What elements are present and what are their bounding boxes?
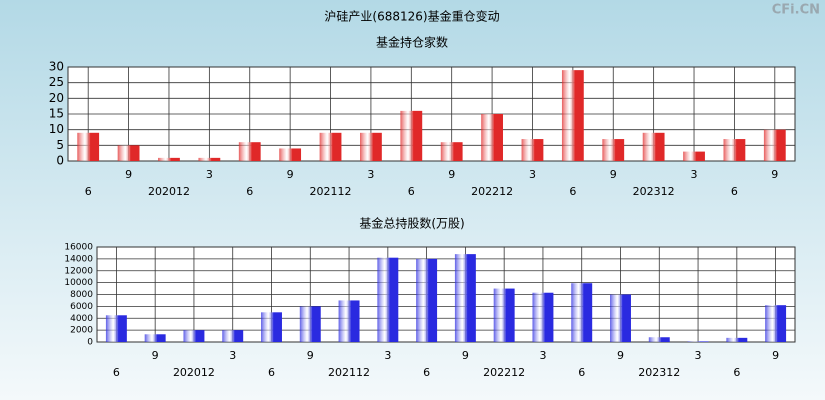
subchart-title: 基金持仓家数 <box>376 35 448 50</box>
bar <box>571 283 593 342</box>
bar <box>400 110 423 161</box>
bar <box>198 157 221 161</box>
bar <box>642 132 665 161</box>
bar <box>319 132 342 161</box>
y-tick-label: 5 <box>56 138 64 152</box>
bar <box>561 70 584 161</box>
bar <box>279 148 302 161</box>
y-tick-label: 6000 <box>70 302 93 312</box>
x-tick-label: 202212 <box>483 366 525 379</box>
bar <box>648 337 670 342</box>
x-tick-label: 3 <box>206 168 213 181</box>
y-tick-label: 10000 <box>64 278 93 288</box>
y-tick-label: 12000 <box>64 266 93 276</box>
bar <box>440 142 463 161</box>
chart-title: 沪硅产业(688126)基金重仓变动 <box>324 9 499 24</box>
x-tick-label: 6 <box>268 366 275 379</box>
bar <box>602 139 625 161</box>
x-tick-label: 6 <box>246 185 253 198</box>
x-tick-label: 9 <box>772 349 779 362</box>
x-tick-label: 202112 <box>328 366 370 379</box>
x-tick-label: 3 <box>539 349 546 362</box>
x-tick-label: 3 <box>367 168 374 181</box>
x-tick-label: 6 <box>733 366 740 379</box>
bar <box>377 257 399 342</box>
x-tick-label: 9 <box>125 168 132 181</box>
y-tick-label: 8000 <box>70 290 93 300</box>
bar <box>683 151 705 161</box>
y-tick-label: 30 <box>49 60 64 74</box>
bar <box>144 334 166 342</box>
bar <box>763 129 786 161</box>
x-tick-label: 9 <box>287 168 294 181</box>
bar <box>183 330 205 342</box>
x-tick-label: 6 <box>113 366 120 379</box>
x-tick-label: 202212 <box>471 185 513 198</box>
x-tick-label: 202012 <box>173 366 215 379</box>
x-tick-label: 202312 <box>633 185 675 198</box>
bar <box>77 132 100 161</box>
bar <box>493 288 515 342</box>
x-tick-label: 3 <box>384 349 391 362</box>
bar <box>723 139 746 161</box>
x-tick-label: 3 <box>691 168 698 181</box>
y-tick-label: 0 <box>56 154 64 168</box>
x-tick-label: 3 <box>529 168 536 181</box>
bar <box>726 337 748 342</box>
bar <box>454 254 476 342</box>
x-tick-label: 9 <box>617 349 624 362</box>
bar <box>765 305 787 342</box>
x-tick-label: 6 <box>408 185 415 198</box>
watermark: CFi.CN <box>772 3 820 18</box>
y-tick-label: 25 <box>49 75 64 89</box>
bar <box>238 142 261 161</box>
bar <box>222 330 244 342</box>
x-tick-label: 3 <box>695 349 702 362</box>
bar <box>299 306 321 342</box>
y-tick-label: 10 <box>49 122 64 136</box>
x-tick-label: 9 <box>462 349 469 362</box>
bar <box>610 294 631 342</box>
bar <box>338 300 360 342</box>
x-tick-label: 9 <box>307 349 314 362</box>
bar <box>481 114 503 161</box>
bar <box>532 292 554 342</box>
x-tick-label: 9 <box>610 168 617 181</box>
x-tick-label: 202112 <box>310 185 352 198</box>
y-tick-label: 2000 <box>70 326 93 336</box>
bar <box>360 132 382 161</box>
bar <box>117 145 140 161</box>
x-tick-label: 6 <box>85 185 92 198</box>
bar <box>687 341 709 342</box>
x-tick-label: 3 <box>229 349 236 362</box>
x-tick-label: 6 <box>731 185 738 198</box>
x-tick-label: 202312 <box>638 366 680 379</box>
bar <box>416 258 438 342</box>
bar <box>261 312 282 342</box>
y-tick-label: 14000 <box>64 254 93 264</box>
x-tick-label: 9 <box>448 168 455 181</box>
x-tick-label: 9 <box>152 349 159 362</box>
x-tick-label: 9 <box>771 168 778 181</box>
y-tick-label: 15 <box>49 107 64 121</box>
y-tick-label: 0 <box>87 338 93 348</box>
subchart-title: 基金总持股数(万股) <box>359 216 464 231</box>
bar <box>521 139 544 161</box>
y-tick-label: 16000 <box>64 243 93 253</box>
x-tick-label: 6 <box>578 366 585 379</box>
y-tick-label: 4000 <box>70 314 93 324</box>
x-tick-label: 202012 <box>148 185 190 198</box>
bar <box>105 315 127 342</box>
x-tick-label: 6 <box>569 185 576 198</box>
y-tick-label: 20 <box>49 91 64 105</box>
x-tick-label: 6 <box>423 366 430 379</box>
bar <box>158 157 180 161</box>
